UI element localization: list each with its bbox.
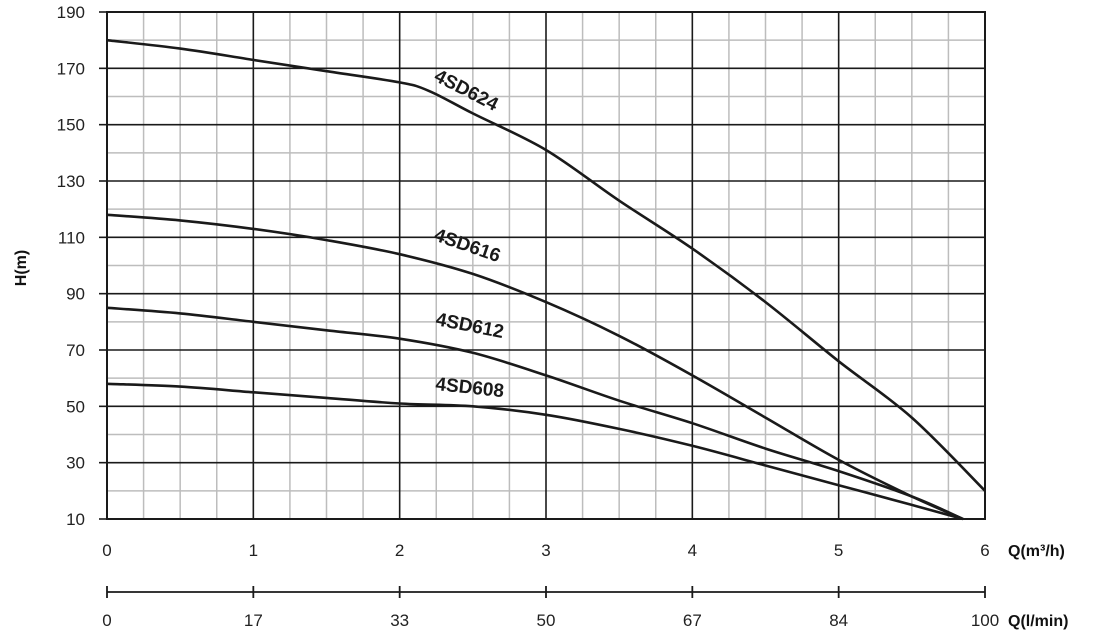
y-tick-label: 170 [57,59,85,78]
secondary-x-tick-label: 67 [683,611,702,630]
series-label-4sd624: 4SD624 [431,66,502,116]
series-line-4sd608 [106,382,964,521]
secondary-x-tick-label: 17 [244,611,263,630]
x-tick-label: 3 [541,541,550,560]
y-tick-label: 30 [66,454,85,473]
secondary-x-tick-label: 50 [537,611,556,630]
secondary-x-tick-label: 100 [971,611,999,630]
y-tick-label: 70 [66,341,85,360]
y-tick-labels: 10 30 50 70 90 110 130 150 170 190 [57,3,85,529]
secondary-x-axis-title: Q(l/min) [1008,613,1068,630]
x-tick-label: 0 [102,541,111,560]
secondary-x-axis: 0 17 33 50 67 84 100 [102,586,999,630]
y-tick-label: 90 [66,285,85,304]
series-line-4sd624 [106,38,986,492]
y-axis-title: H(m) [13,250,30,286]
x-tick-label: 6 [980,541,989,560]
y-tick-label: 10 [66,510,85,529]
curves [106,38,986,521]
series-line-4sd612 [106,306,964,521]
x-tick-labels: 0 1 2 3 4 5 6 [102,541,989,560]
series-label-4sd616: 4SD616 [431,225,503,267]
major-grid [99,11,986,520]
secondary-x-tick-label: 0 [102,611,111,630]
x-tick-label: 2 [395,541,404,560]
plot-frame [106,11,986,520]
y-tick-label: 50 [66,397,85,416]
secondary-x-tick-label: 84 [829,611,848,630]
x-axis-title: Q(m³/h) [1008,543,1065,560]
y-tick-label: 190 [57,3,85,22]
y-tick-label: 150 [57,116,85,135]
y-tick-label: 110 [58,228,85,247]
secondary-x-tick-label: 33 [390,611,409,630]
series-label-4sd612: 4SD612 [434,309,505,343]
x-tick-label: 1 [249,541,258,560]
y-tick-label: 130 [57,172,85,191]
x-tick-label: 5 [834,541,843,560]
x-tick-label: 4 [688,541,697,560]
series-line-4sd616 [106,213,964,521]
